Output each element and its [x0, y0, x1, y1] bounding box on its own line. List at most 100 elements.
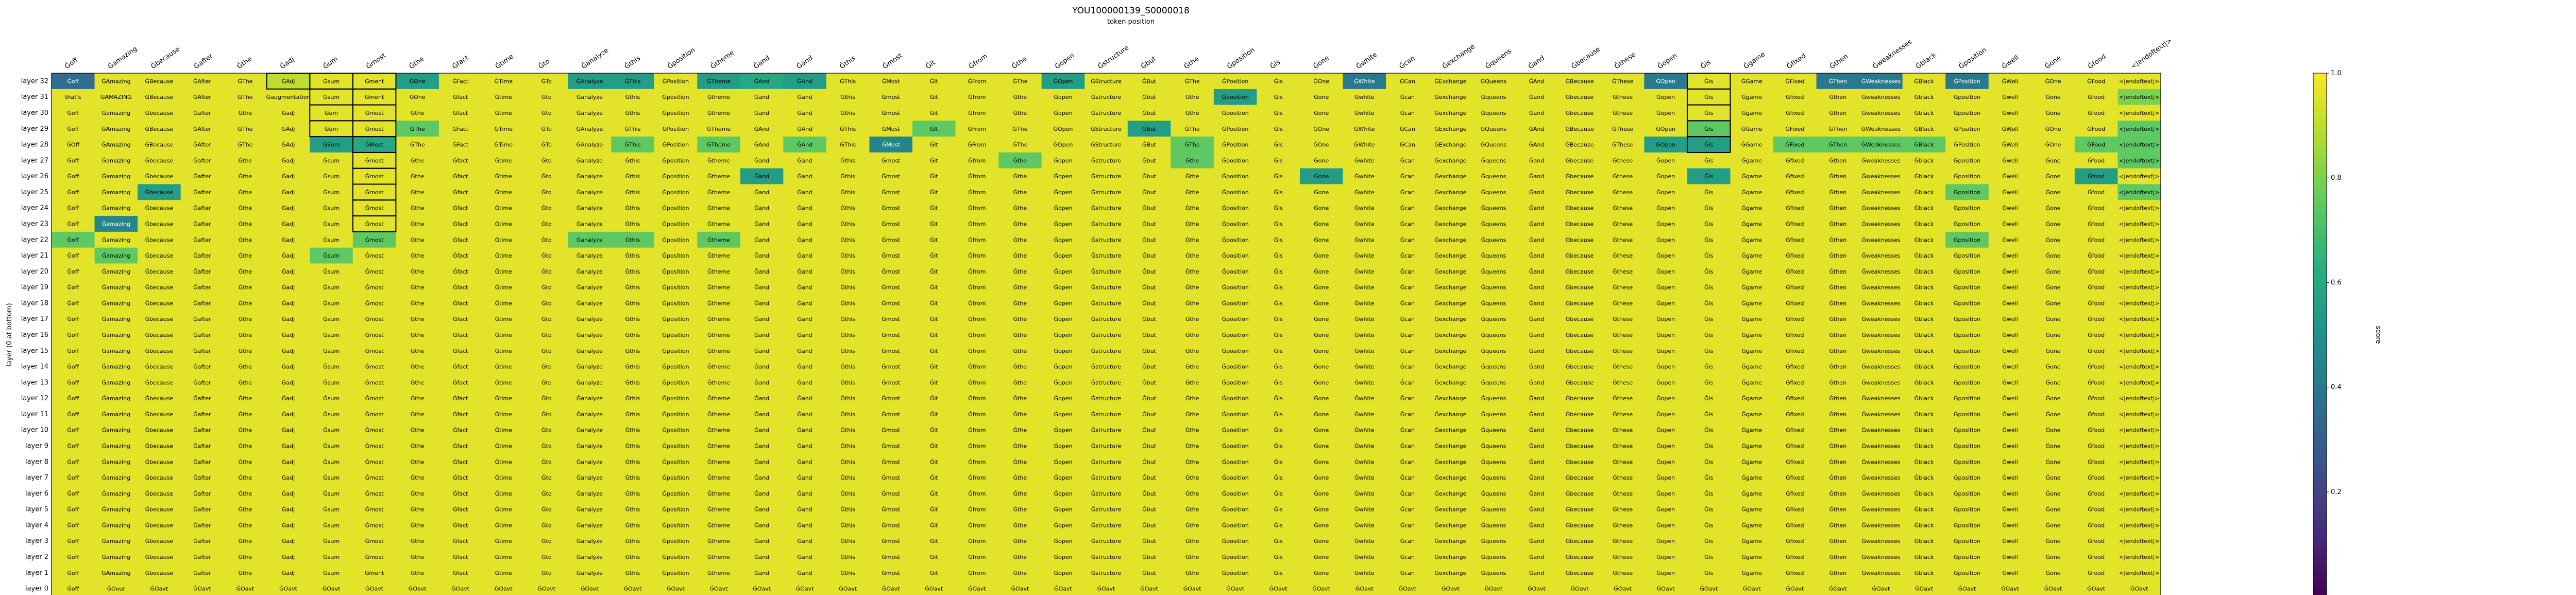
heatmap-cell	[826, 231, 870, 248]
heatmap-cell	[52, 263, 95, 280]
cell-label: Ġgame	[1741, 300, 1762, 307]
cell-label: ĠOavt	[451, 586, 469, 592]
heatmap-cell	[482, 152, 526, 169]
cell-label: Ġafter	[193, 268, 211, 275]
cell-label: Ġfood	[2088, 316, 2105, 322]
heatmap-cell	[138, 200, 181, 216]
cell-label: Ġand	[754, 490, 769, 497]
cell-label: Ġis	[1274, 364, 1283, 370]
cell-label: Ġposition	[662, 157, 689, 164]
cell-label: Ġand	[798, 332, 812, 338]
cell-label: Ġanalyze	[577, 268, 603, 275]
cell-label: Ġweaknesses	[1861, 458, 1900, 465]
cell-label: Ġcan	[1400, 332, 1415, 338]
heatmap-cell	[438, 152, 483, 169]
cell-label: Ġoff	[67, 586, 79, 592]
cell-label: Ġposition	[1954, 427, 1980, 434]
heatmap-cell	[138, 168, 181, 185]
cell-label: Ġone	[2046, 379, 2061, 386]
cell-label: Ġone	[1314, 173, 1329, 180]
cell-label: Ġthese	[1613, 300, 1633, 307]
cell-label: Ġadj	[282, 220, 295, 227]
heatmap-cell	[438, 263, 483, 280]
cell-label: Ġthis	[625, 284, 640, 291]
heatmap-cell	[1041, 263, 1085, 280]
cell-label: Ġthese	[1613, 173, 1633, 180]
heatmap-cell	[1859, 105, 1903, 121]
cell-label: Ġanalyze	[577, 205, 603, 212]
heatmap-cell	[396, 168, 439, 185]
cell-label: Ġposition	[1222, 252, 1249, 259]
cell-label: Ġone	[1314, 220, 1329, 227]
cell-label: Ġthe	[239, 522, 252, 529]
cell-label: Ġanalyze	[577, 443, 603, 450]
cell-label: Ġfact	[453, 284, 468, 291]
cell-label: Ġmost	[365, 506, 384, 513]
heatmap-cell	[2117, 168, 2161, 185]
heatmap-cell	[1429, 168, 1472, 185]
cell-label: Ġqueens	[1481, 474, 1506, 481]
cell-label: Ġsum	[323, 522, 340, 529]
cell-label: Ġwhite	[1354, 474, 1375, 481]
cell-label: Ġand	[1529, 189, 1544, 196]
cell-label: Ġqueens	[1481, 554, 1506, 560]
heatmap-cell	[525, 105, 569, 121]
cell-label: Ġand	[754, 411, 769, 418]
cell-label: Ġfood	[2088, 173, 2105, 180]
cell-label: ĠBlack	[1914, 126, 1934, 132]
cell-label: Ġwell	[2002, 236, 2018, 243]
heatmap-cell	[2031, 216, 2075, 232]
cell-label: Ġopen	[1656, 522, 1675, 529]
cell-label: Ġgame	[1741, 490, 1762, 497]
x-tick-label: Ġone	[2043, 54, 2063, 71]
cell-label: Ġposition	[1954, 205, 1980, 212]
cell-label: <|endoftext|>	[2119, 554, 2160, 560]
cell-label: Ġfrom	[968, 538, 986, 545]
cell-label: Ġblack	[1914, 411, 1934, 418]
cell-label: Ġweaknesses	[1861, 110, 1900, 116]
cell-label: Ġposition	[1954, 316, 1980, 322]
heatmap-cell	[1988, 231, 2032, 248]
cell-label: Ġwhite	[1354, 506, 1375, 513]
cell-label: Ġwell	[2002, 284, 2018, 291]
heatmap-cell	[783, 121, 827, 137]
cell-label: Ġthe	[239, 189, 252, 196]
cell-label: Ġthis	[840, 490, 855, 497]
cell-label: Ġqueens	[1481, 395, 1506, 402]
cell-label: ĠOavt	[1011, 586, 1029, 592]
cell-label: Ġcan	[1400, 379, 1415, 386]
cell-label: Ġoff	[67, 189, 79, 196]
cell-label: Ġoff	[67, 110, 79, 116]
cell-label: GAMAZING	[100, 94, 132, 100]
cell-label: Ġopen	[1054, 94, 1072, 100]
cell-label: Ġposition	[1954, 252, 1980, 259]
cell-label: ĠFact	[452, 142, 469, 148]
cell-label: Ġposition	[662, 252, 689, 259]
cell-label: Ġqueens	[1481, 411, 1506, 418]
cell-label: Ġbecause	[1566, 205, 1594, 212]
cell-label: ĠExchange	[1434, 126, 1467, 132]
cell-label: Ġoff	[67, 554, 79, 560]
heatmap-cell	[1084, 137, 1128, 153]
cell-label: Ġthis	[625, 300, 640, 307]
heatmap-cell	[740, 200, 784, 216]
cell-label: Ġthe	[239, 205, 252, 212]
cell-label: Ġposition	[1222, 110, 1249, 116]
cell-label: Ġthe	[239, 268, 252, 275]
heatmap-cell	[1171, 231, 1214, 248]
cell-label: Ġafter	[193, 300, 211, 307]
heatmap-cell	[482, 89, 526, 106]
cell-label: Ġit	[930, 554, 939, 560]
cell-label: Ġto	[541, 252, 552, 259]
cell-label: Ġis	[1704, 205, 1714, 212]
cell-label: Ġopen	[1054, 300, 1072, 307]
cell-label: Ġblack	[1914, 220, 1934, 227]
heatmap-cell	[352, 184, 396, 200]
cell-label: Ġfixed	[1786, 490, 1804, 497]
heatmap-cell	[1773, 105, 1817, 121]
cell-label: Ġment	[365, 570, 384, 576]
heatmap-cell	[1472, 105, 1516, 121]
cell-label: Ġthe	[1185, 316, 1199, 322]
cell-label: Ġis	[1704, 522, 1714, 529]
heatmap-cell	[94, 216, 138, 232]
